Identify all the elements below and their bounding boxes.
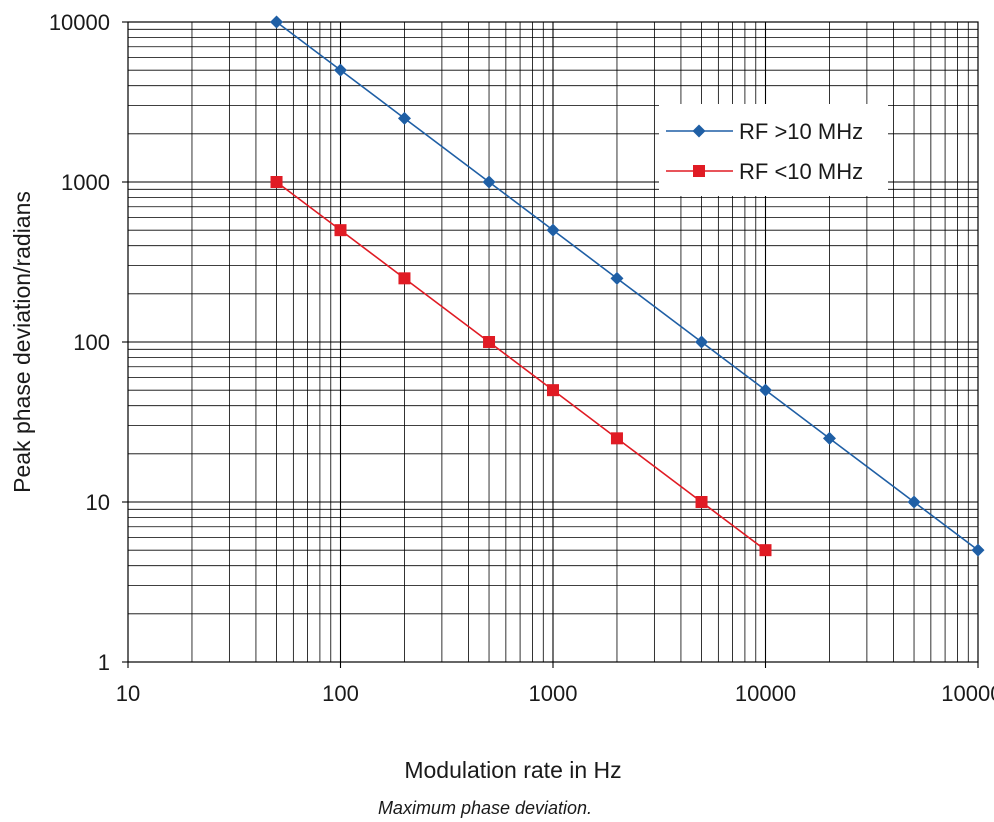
- x-tick-label: 100: [322, 681, 359, 706]
- data-point: [482, 175, 496, 189]
- y-tick-label: 1: [98, 650, 110, 675]
- series-1: [270, 15, 985, 557]
- data-point: [907, 495, 921, 509]
- legend-label: RF <10 MHz: [739, 159, 863, 184]
- data-point: [483, 336, 496, 348]
- y-tick-label: 1000: [61, 170, 110, 195]
- y-axis-tick-labels: 1 10 100 1000 10000: [49, 10, 128, 675]
- data-point: [547, 384, 559, 397]
- figure-caption: Maximum phase deviation.: [378, 798, 592, 818]
- data-point: [270, 15, 284, 29]
- legend: RF >10 MHz RF <10 MHz: [659, 104, 888, 196]
- legend-marker: [693, 165, 705, 177]
- legend-label: RF >10 MHz: [739, 119, 863, 144]
- x-axis-title: Modulation rate in Hz: [404, 757, 621, 783]
- legend-marker: [692, 124, 706, 138]
- y-tick-label: 10: [86, 490, 110, 515]
- data-series: [270, 15, 985, 557]
- data-point: [695, 496, 708, 508]
- data-point: [398, 272, 411, 285]
- data-point: [610, 271, 624, 285]
- x-axis-tick-labels: 10 100 1000 10000 100000: [116, 662, 994, 706]
- data-point: [759, 544, 772, 557]
- data-point: [610, 432, 623, 445]
- y-tick-label: 100: [73, 330, 110, 355]
- series-line: [276, 181, 766, 551]
- x-tick-label: 10: [116, 681, 140, 706]
- x-tick-label: 10000: [735, 681, 796, 706]
- x-tick-label: 1000: [529, 681, 578, 706]
- data-point: [546, 223, 560, 237]
- series-2: [270, 176, 772, 557]
- data-point: [334, 224, 347, 237]
- x-tick-label: 100000: [941, 681, 994, 706]
- data-point: [759, 383, 772, 397]
- data-point: [695, 335, 709, 349]
- data-point: [397, 111, 411, 125]
- series-line: [276, 21, 979, 551]
- data-point: [334, 63, 347, 77]
- y-tick-label: 10000: [49, 10, 110, 35]
- data-point: [270, 176, 283, 188]
- legend-item-1: RF >10 MHz: [666, 119, 863, 144]
- data-point: [822, 431, 836, 445]
- legend-box: [659, 104, 888, 196]
- legend-item-2: RF <10 MHz: [666, 159, 863, 184]
- y-axis-title: Peak phase deviation/radians: [9, 191, 35, 493]
- data-point: [971, 543, 985, 557]
